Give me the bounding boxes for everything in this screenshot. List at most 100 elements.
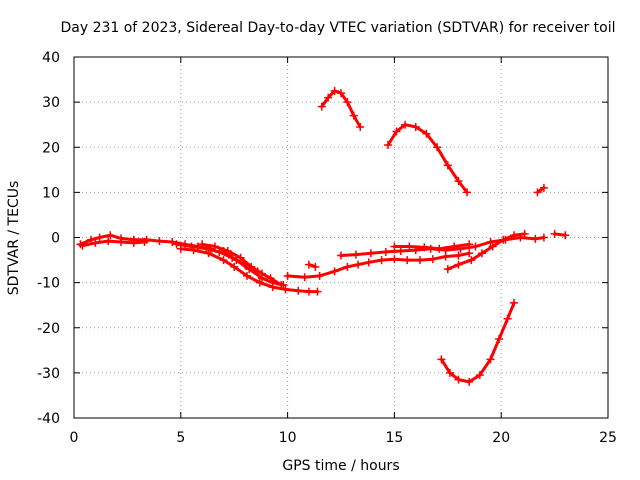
data-point (349, 111, 358, 120)
data-point (463, 188, 472, 197)
data-point (317, 102, 326, 111)
data-point (420, 243, 429, 252)
x-tick-label: 0 (70, 430, 79, 446)
data-point (356, 122, 365, 131)
data-point (236, 253, 245, 262)
data-point (520, 229, 529, 238)
data-point (416, 256, 425, 265)
data-point (300, 273, 309, 282)
data-point (337, 251, 345, 260)
series-track-13 (383, 120, 472, 197)
data-point (561, 231, 570, 240)
data-point (351, 250, 360, 259)
y-tick-label: -30 (37, 366, 60, 382)
data-point (390, 255, 399, 264)
data-point (343, 98, 352, 107)
data-point (403, 256, 412, 265)
y-tick-label: 10 (42, 185, 60, 201)
series-track-10 (443, 229, 529, 274)
data-point (330, 86, 339, 95)
data-point (204, 249, 213, 258)
data-point (450, 242, 459, 251)
data-point (435, 244, 444, 253)
data-point (510, 231, 519, 240)
data-point (495, 335, 504, 344)
series-track-14 (533, 183, 548, 197)
x-axis-label: GPS time / hours (282, 458, 399, 474)
data-point (510, 298, 519, 307)
y-tick-label: -10 (37, 276, 60, 292)
data-point (304, 287, 313, 296)
data-point (313, 287, 322, 296)
data-point (172, 240, 181, 249)
data-point (539, 183, 548, 192)
data-point (396, 247, 405, 256)
series-line (386, 123, 469, 194)
data-point (104, 237, 113, 246)
data-point (315, 271, 324, 280)
data-point (377, 256, 386, 265)
series-track-11 (550, 229, 570, 240)
data-point (486, 355, 495, 364)
series-track-2 (78, 237, 149, 250)
y-tick-label: -40 (37, 411, 60, 427)
data-point (189, 246, 198, 255)
data-point (330, 267, 339, 276)
data-point (467, 256, 476, 265)
x-tick-label: 5 (176, 430, 185, 446)
data-point (311, 262, 320, 271)
data-point (401, 120, 410, 129)
data-point (210, 242, 219, 251)
data-point (268, 278, 277, 287)
data-point (78, 241, 87, 250)
series-track-4 (176, 244, 322, 296)
data-point (471, 242, 480, 251)
data-point (106, 231, 115, 240)
data-point (533, 188, 542, 197)
data-point (243, 271, 252, 280)
data-point (443, 265, 452, 274)
data-point (294, 286, 303, 295)
data-point (279, 280, 288, 289)
data-point (433, 143, 442, 152)
data-point (324, 93, 333, 102)
data-point (366, 249, 375, 258)
data-point (465, 249, 474, 258)
data-point (454, 177, 463, 186)
y-axis-label: SDTVAR / TECUs (6, 181, 22, 296)
data-point (232, 256, 241, 265)
series-track-6 (219, 247, 288, 289)
series-track-7 (283, 249, 474, 282)
data-point (539, 233, 548, 242)
data-point (405, 242, 414, 251)
data-point (443, 161, 452, 170)
data-point (337, 89, 345, 98)
data-point (503, 314, 512, 323)
series-line (439, 301, 516, 384)
data-point (488, 242, 497, 251)
data-point (257, 274, 266, 283)
data-point (454, 251, 463, 260)
data-point (550, 229, 559, 238)
data-point (465, 240, 474, 249)
data-point (343, 262, 352, 271)
data-point (465, 377, 474, 386)
data-point (422, 129, 431, 138)
data-point (140, 238, 149, 247)
y-tick-label: 0 (51, 231, 60, 247)
data-point (499, 235, 508, 244)
data-point (176, 244, 185, 253)
data-point (428, 255, 437, 264)
y-tick-label: 30 (42, 95, 60, 111)
data-point (245, 265, 254, 274)
series-track-8 (337, 233, 548, 260)
chart-title: Day 231 of 2023, Sidereal Day-to-day VTE… (60, 20, 615, 36)
data-point (477, 249, 486, 258)
data-point (95, 233, 104, 242)
series-track-16 (304, 260, 320, 271)
data-point (390, 242, 399, 251)
data-point (411, 122, 420, 131)
data-point (437, 355, 446, 364)
data-point (91, 238, 100, 247)
